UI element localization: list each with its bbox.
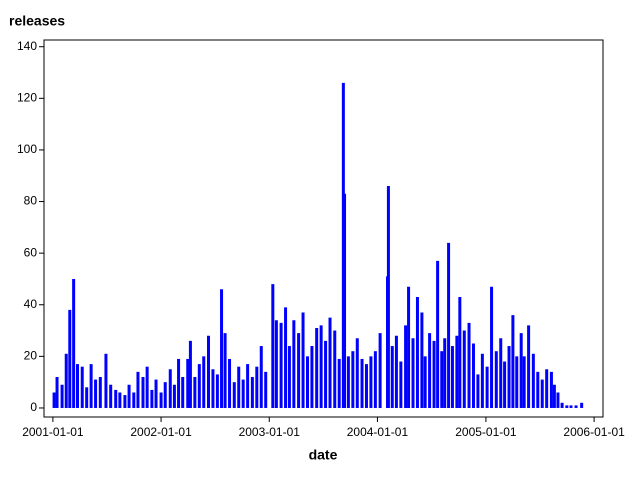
chart-title: releases — [9, 13, 65, 29]
y-tick-label: 20 — [24, 349, 38, 363]
y-tick-label: 0 — [30, 400, 37, 414]
y-tick-label: 120 — [17, 90, 37, 104]
plot-frame — [43, 39, 604, 418]
y-tick-label: 60 — [24, 245, 38, 259]
x-axis-label: date — [309, 447, 338, 463]
x-tick-label: 2005-01-01 — [455, 425, 517, 439]
x-tick-label: 2006-01-01 — [563, 425, 625, 439]
y-tick-label: 80 — [24, 194, 38, 208]
x-tick-label: 2002-01-01 — [130, 425, 192, 439]
x-tick-label: 2001-01-01 — [22, 425, 84, 439]
x-tick-label: 2004-01-01 — [347, 425, 409, 439]
y-tick-label: 100 — [17, 142, 37, 156]
y-tick-label: 140 — [17, 39, 37, 53]
y-tick-label: 40 — [24, 297, 38, 311]
x-tick-label: 2003-01-01 — [239, 425, 301, 439]
